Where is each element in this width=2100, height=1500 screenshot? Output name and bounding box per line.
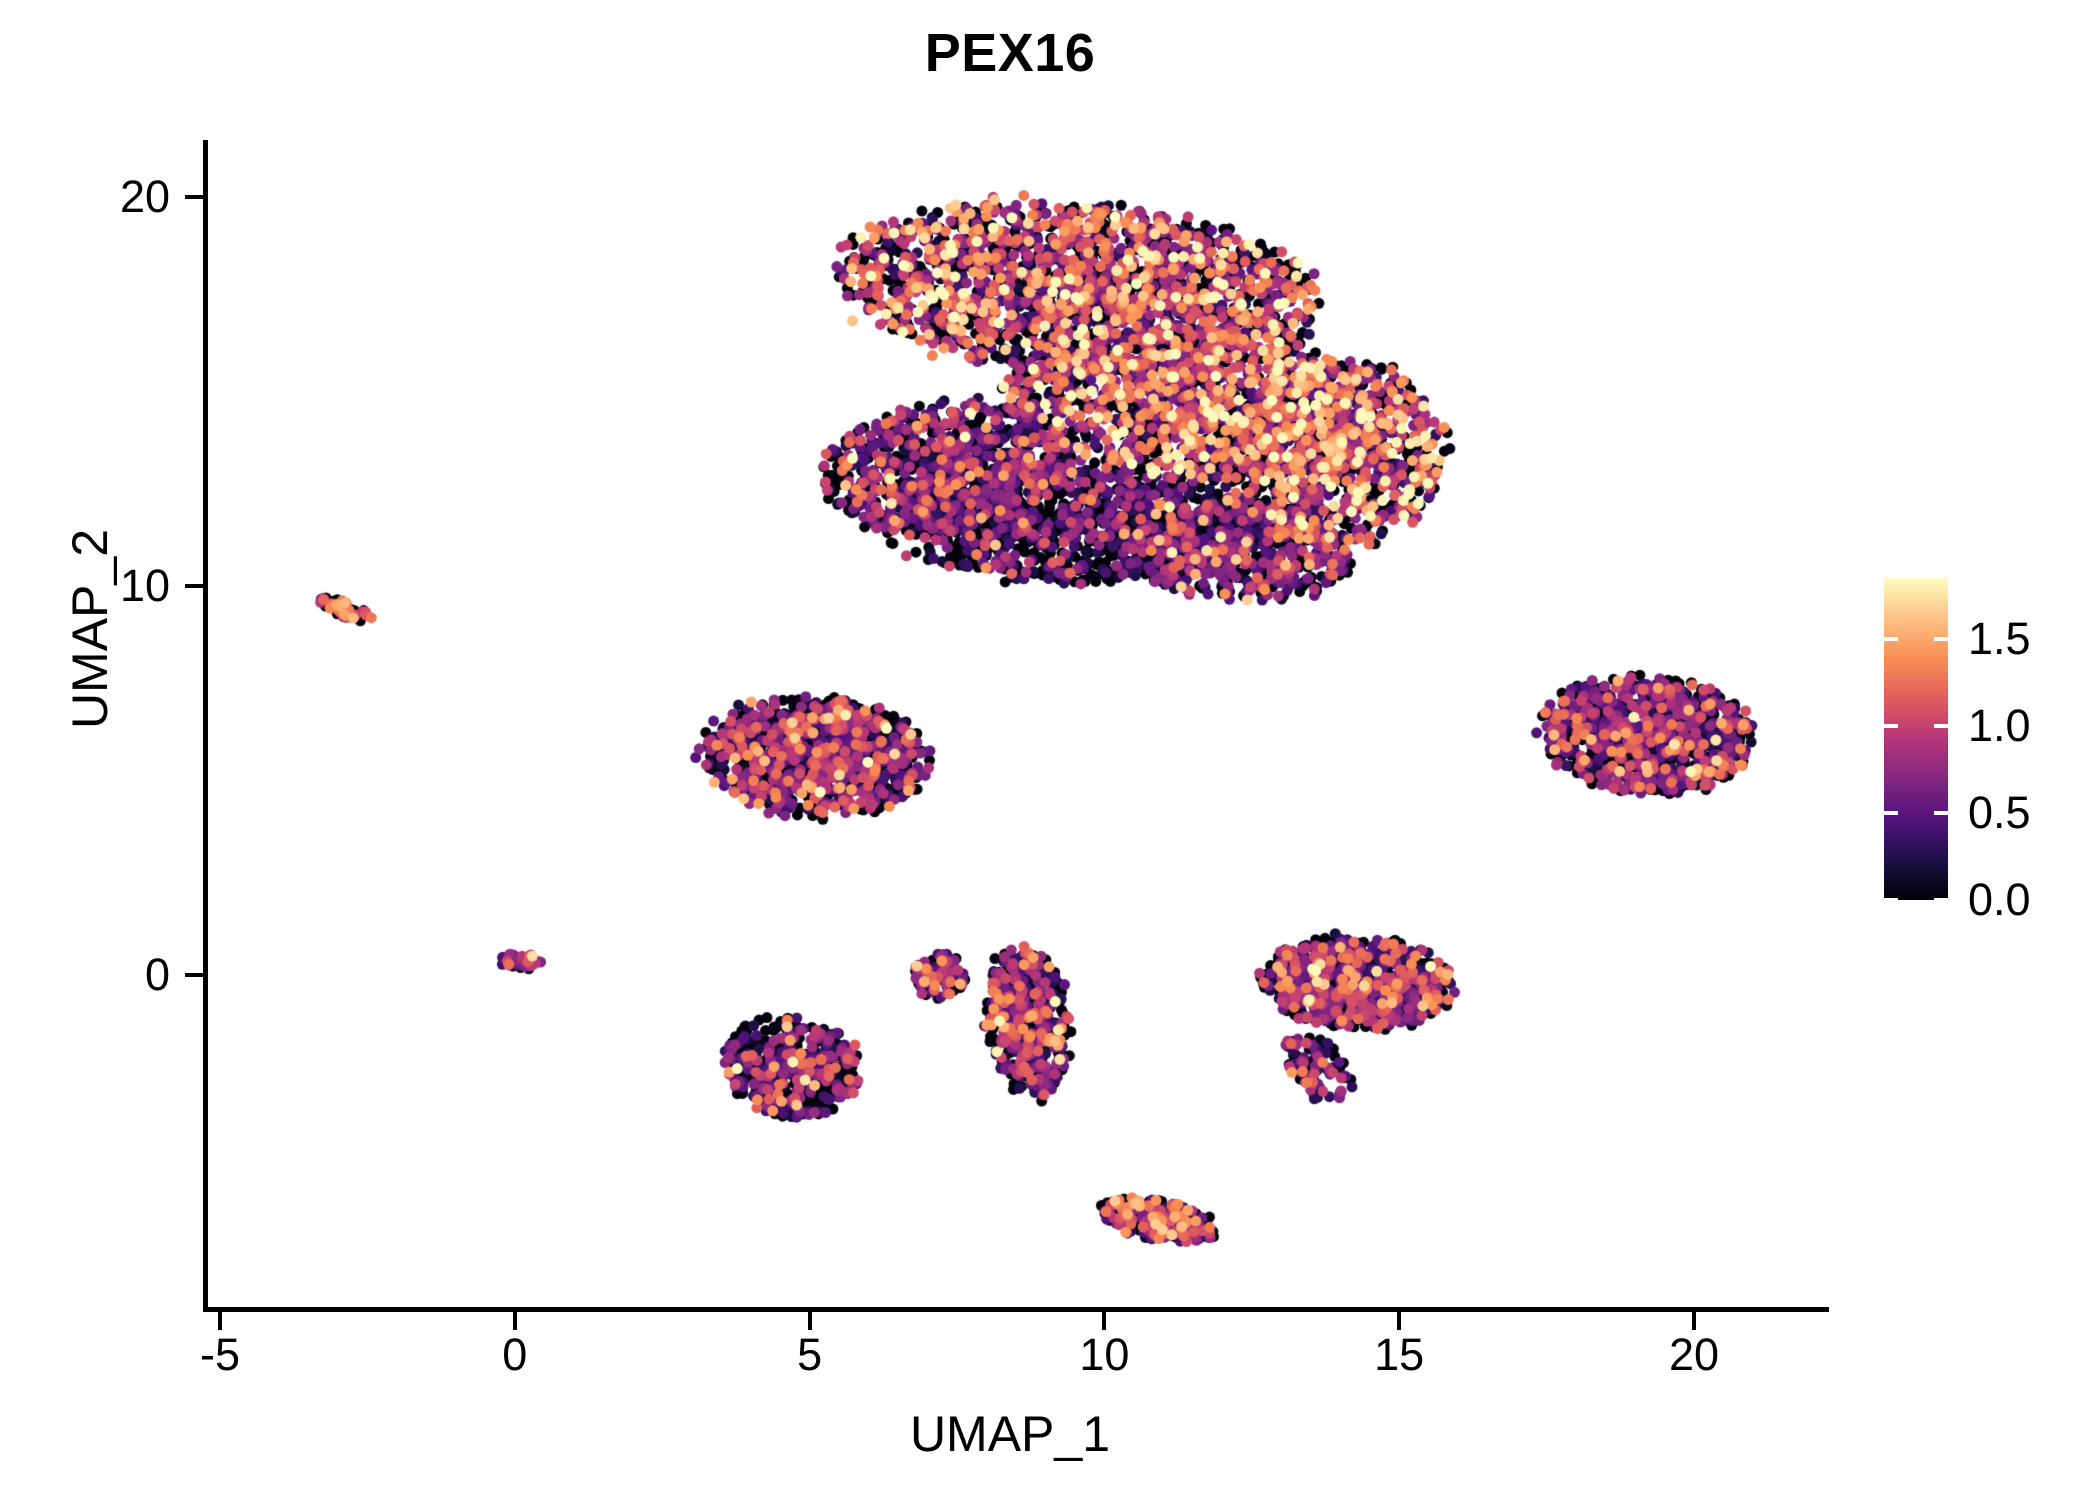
colorbar-tick-1.0	[1884, 723, 1898, 728]
y-tick-label-20: 20	[119, 171, 170, 222]
colorbar-tick-1.5	[1934, 636, 1948, 641]
x-tick-label-10: 10	[1079, 1329, 1130, 1380]
x-tick-label-20: 20	[1668, 1329, 1720, 1380]
colorbar-tick-0.5	[1884, 810, 1898, 815]
colorbar-label-0.0: 0.0	[1968, 874, 2031, 925]
y-axis-title: UMAP_2	[62, 528, 118, 730]
x-tick-5	[807, 1312, 812, 1330]
scatter-points-canvas	[208, 95, 1828, 1307]
y-tick-0	[185, 973, 203, 977]
colorbar-tick-1.0	[1934, 723, 1948, 728]
x-tick-label-0: 0	[502, 1329, 528, 1380]
x-tick--5	[218, 1312, 222, 1330]
x-tick-label--5: -5	[199, 1329, 240, 1380]
y-axis-line	[203, 140, 208, 1312]
page-title: PEX16	[924, 23, 1096, 83]
x-tick-label-5: 5	[797, 1329, 823, 1380]
y-tick-label-0: 0	[144, 949, 170, 1000]
colorbar-label-1.0: 1.0	[1968, 699, 2031, 751]
x-axis-line	[203, 1307, 1829, 1312]
colorbar-tick-0.0	[1934, 898, 1948, 902]
x-tick-label-15: 15	[1374, 1329, 1425, 1380]
x-tick-10	[1102, 1312, 1107, 1330]
colorbar-label-0.5: 0.5	[1968, 786, 2031, 838]
y-tick-20	[185, 195, 203, 199]
x-tick-15	[1397, 1312, 1402, 1330]
x-tick-0	[512, 1312, 517, 1330]
x-tick-20	[1692, 1312, 1696, 1330]
colorbar-tick-0.0	[1884, 898, 1898, 902]
y-tick-10	[185, 584, 203, 588]
scatter-plot-panel[interactable]	[208, 95, 1828, 1307]
x-axis-title: UMAP_1	[909, 1406, 1111, 1462]
colorbar-legend[interactable]	[1884, 578, 1948, 902]
y-tick-label-10: 10	[119, 560, 170, 611]
colorbar-tick-0.5	[1934, 810, 1948, 815]
colorbar-tick-1.5	[1884, 636, 1898, 641]
colorbar-label-1.5: 1.5	[1968, 612, 2031, 664]
colorbar-gradient	[1884, 578, 1948, 900]
